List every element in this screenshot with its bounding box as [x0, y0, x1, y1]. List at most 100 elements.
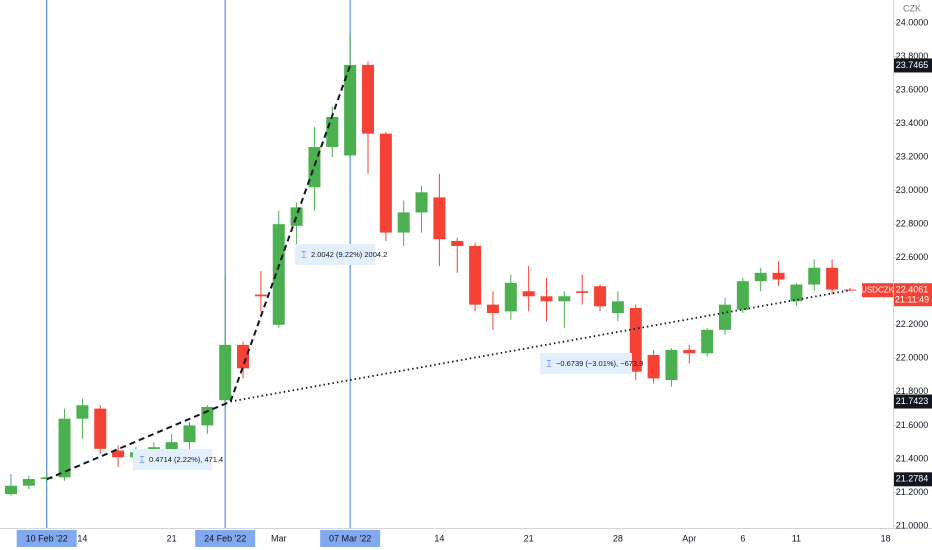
candle-body — [40, 477, 53, 480]
y-tick-label: 23.2000 — [896, 151, 929, 161]
x-tick-label: 10 Feb '22 — [26, 533, 68, 543]
candle-body — [433, 197, 446, 240]
x-tick-label: 21 — [167, 533, 177, 543]
candle-body — [415, 192, 428, 213]
candle-body — [290, 207, 303, 226]
currency-label: CZK — [903, 3, 921, 13]
x-tick-label: 24 Feb '22 — [204, 533, 246, 543]
candle-body — [362, 64, 374, 134]
candle-body — [183, 425, 196, 443]
y-tick-label: 22.0000 — [896, 353, 929, 363]
candle-body — [540, 296, 553, 302]
candle-body — [576, 291, 589, 293]
candle-body — [558, 296, 571, 302]
y-tick-label: 24.0000 — [896, 17, 929, 27]
x-tick-label: 14 — [434, 533, 444, 543]
candle-body — [701, 329, 714, 354]
symbol-box — [862, 283, 893, 298]
candle-body — [843, 289, 856, 291]
x-tick-label: 11 — [792, 533, 801, 543]
candle-body — [808, 267, 821, 285]
measure-box — [540, 353, 632, 374]
price-label-box — [894, 58, 932, 73]
candle-body — [504, 282, 517, 312]
measure-label: −0.6739 (−3.01%), −673.9 — [556, 359, 643, 368]
x-tick-label: 14 — [77, 533, 87, 543]
time-label: 21:11:49 — [895, 295, 929, 305]
candle-body — [594, 286, 607, 307]
candle-body — [326, 116, 339, 148]
measure-box — [133, 449, 212, 470]
candle-body — [397, 212, 410, 233]
candle-body — [76, 405, 89, 419]
y-tick-label: 21.6000 — [896, 420, 929, 430]
y-tick-label: 22.8000 — [896, 219, 929, 229]
y-tick-label: 23.4000 — [896, 118, 929, 128]
x-tick-label: 07 Mar '22 — [329, 533, 371, 543]
x-label-highlight — [195, 530, 256, 547]
price-label: 21.2784 — [896, 474, 929, 484]
candle-body — [112, 450, 125, 458]
candle-body — [94, 408, 107, 449]
x-tick-label: Apr — [682, 533, 696, 543]
candle-body — [754, 272, 767, 282]
price-label-box — [894, 283, 932, 307]
price-label: 23.7465 — [896, 60, 929, 70]
measure-box — [295, 244, 375, 265]
price-label: 21.7423 — [896, 396, 929, 406]
x-label-highlight — [320, 530, 381, 547]
price-label-box — [894, 394, 932, 409]
measure-label: 0.4714 (2.22%), 471.4 — [149, 455, 223, 464]
candle-body — [469, 245, 482, 305]
candle-body — [611, 301, 624, 314]
candle-body — [201, 406, 214, 426]
price-label-box — [894, 472, 932, 487]
y-tick-label: 21.4000 — [896, 453, 929, 463]
candle-body — [772, 272, 785, 280]
x-tick-label: Mar — [271, 533, 287, 543]
y-tick-label: 23.6000 — [896, 84, 929, 94]
x-tick-label: 6 — [740, 533, 745, 543]
candle-body — [219, 344, 232, 401]
candle-body — [379, 133, 392, 233]
y-tick-label: 23.8000 — [896, 51, 929, 61]
candle-body — [683, 349, 696, 354]
candle-body — [5, 485, 17, 495]
candle-body — [486, 304, 499, 314]
x-tick-label: 18 — [881, 533, 891, 543]
candle-body — [719, 304, 731, 330]
candle-body — [790, 284, 803, 302]
measure-icon: ⌶ — [301, 249, 306, 259]
trend-line — [230, 289, 851, 403]
y-tick-label: 23.0000 — [896, 185, 929, 195]
y-tick-label: 22.2000 — [896, 319, 929, 329]
candle-body — [22, 479, 35, 486]
measure-icon: ⌶ — [546, 358, 551, 368]
candle-body — [451, 240, 464, 246]
candle-body — [826, 267, 839, 290]
x-tick-label: 21 — [524, 533, 534, 543]
candle-body — [58, 418, 71, 478]
y-tick-label: 21.8000 — [896, 386, 929, 396]
y-tick-label: 21.2000 — [896, 487, 929, 497]
y-tick-label: 21.0000 — [896, 520, 929, 530]
candle-body — [344, 64, 357, 156]
candle-body — [736, 281, 749, 310]
trend-line — [46, 400, 231, 481]
y-tick-label: 22.6000 — [896, 252, 929, 262]
candle-body — [665, 349, 678, 381]
x-label-highlight — [16, 530, 77, 547]
measure-label: 2.0042 (9.22%) 2004.2 — [311, 250, 387, 259]
candle-body — [254, 294, 267, 297]
candle-body — [522, 291, 535, 297]
symbol-label: USDCZK — [861, 285, 895, 294]
x-tick-label: 28 — [613, 533, 623, 543]
candle-body — [647, 354, 660, 379]
measure-icon: ⌶ — [139, 454, 144, 464]
price-label: 22.4061 — [896, 285, 929, 295]
candle-body — [308, 147, 321, 188]
candle-body — [237, 344, 250, 369]
candle-body — [272, 224, 285, 325]
candle-body — [165, 442, 178, 453]
